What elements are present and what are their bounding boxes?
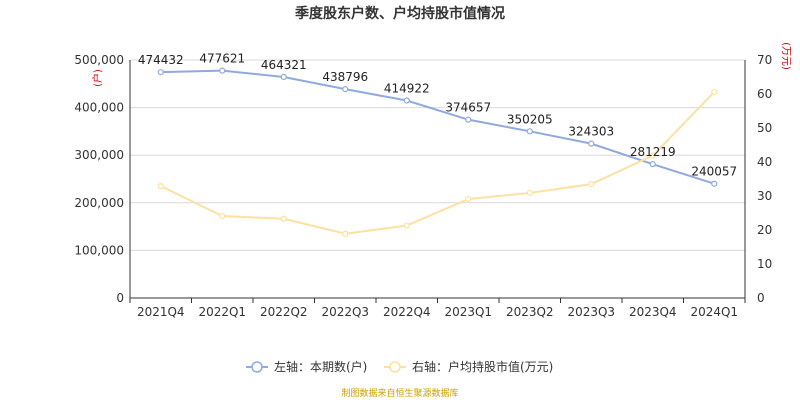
left-axis-tick-label: 400,000	[74, 101, 124, 115]
x-axis-tick-label: 2024Q1	[690, 305, 738, 319]
left-axis-tick-label: 100,000	[74, 243, 124, 257]
left-axis-tick-label: 500,000	[74, 53, 124, 67]
holders-point	[157, 69, 164, 76]
data-label: 414922	[384, 81, 430, 95]
avg-market-value-line	[160, 91, 715, 235]
avg-market-value-point	[588, 181, 595, 188]
holders-point	[711, 180, 718, 187]
left-axis-tick-label: 200,000	[74, 196, 124, 210]
avg-market-value-point	[403, 222, 410, 229]
holders-point	[342, 86, 349, 93]
data-label: 324303	[568, 125, 614, 139]
left-axis-tick-label: 300,000	[74, 148, 124, 162]
data-labels: 474432 477621 464321 438796 414922 374657 3502…	[138, 52, 737, 179]
legend-swatch-marker	[251, 361, 263, 373]
data-label: 464321	[261, 58, 307, 72]
axes: 0 100,000 200,000 300,000 400,000 500,000 0 10 2…	[74, 53, 772, 319]
left-axis-tick-label: 0	[116, 291, 124, 305]
avg-market-value-point	[280, 215, 287, 222]
legend[interactable]: 左轴：本期数(户) 右轴：户均持股市值(万元)	[246, 359, 553, 374]
chart-title: 季度股东户数、户均持股市值情况	[294, 5, 505, 22]
legend-item-holders: 左轴：本期数(户)	[274, 359, 367, 374]
x-axis-tick-label: 2022Q1	[198, 305, 246, 319]
avg-market-value-point	[711, 88, 718, 96]
holders-point	[526, 128, 533, 135]
x-axis-tick-label: 2023Q2	[506, 305, 554, 319]
x-axis-tick-label: 2022Q3	[321, 305, 369, 319]
data-source-note: 制图数据来自恒生聚源数据库	[341, 387, 458, 399]
right-axis-tick-label: 60	[757, 87, 772, 101]
avg-market-value-point	[526, 189, 533, 197]
x-axis-tick-label: 2022Q4	[383, 305, 431, 319]
data-label: 477621	[199, 52, 245, 66]
holders-point	[465, 116, 472, 123]
avg-market-value-point	[342, 230, 349, 237]
holders-point	[403, 97, 410, 104]
x-axis-tick-label: 2023Q4	[629, 305, 677, 319]
x-axis-tick-label: 2022Q2	[260, 305, 308, 319]
right-axis-tick-label: 40	[757, 155, 772, 169]
gridlines	[130, 59, 745, 251]
left-axis-unit: (户)	[91, 69, 104, 87]
series-layer	[157, 67, 718, 237]
data-label: 438796	[322, 70, 368, 84]
data-label: 350205	[507, 112, 553, 126]
avg-market-value-point	[465, 195, 472, 203]
x-axis-tick-label: 2023Q1	[444, 305, 492, 319]
x-axis-tick-label: 2023Q3	[567, 305, 615, 319]
right-axis-tick-label: 20	[757, 223, 772, 237]
holders-point	[649, 161, 656, 168]
right-axis-tick-label: 10	[757, 257, 772, 271]
holders-point	[588, 140, 595, 147]
right-axis-tick-label: 0	[757, 291, 765, 305]
legend-swatch-marker	[389, 361, 401, 373]
right-axis-unit: (万元)	[780, 42, 791, 70]
data-label: 374657	[445, 101, 491, 115]
holders-point	[219, 67, 226, 74]
holders-line	[160, 69, 715, 185]
avg-market-value-point	[649, 152, 656, 159]
data-label: 240057	[691, 165, 737, 179]
avg-market-value-point	[219, 212, 226, 220]
right-axis-tick-label: 70	[757, 53, 772, 67]
data-label: 281219	[630, 145, 676, 159]
holders-point	[280, 73, 287, 81]
avg-market-value-point	[157, 183, 164, 190]
data-label: 474432	[138, 53, 184, 67]
x-axis-tick-label: 2021Q4	[137, 305, 185, 319]
legend-item-avg-market-value: 右轴：户均持股市值(万元)	[412, 359, 553, 374]
right-axis-tick-label: 30	[757, 189, 772, 203]
right-axis-tick-label: 50	[757, 121, 772, 135]
